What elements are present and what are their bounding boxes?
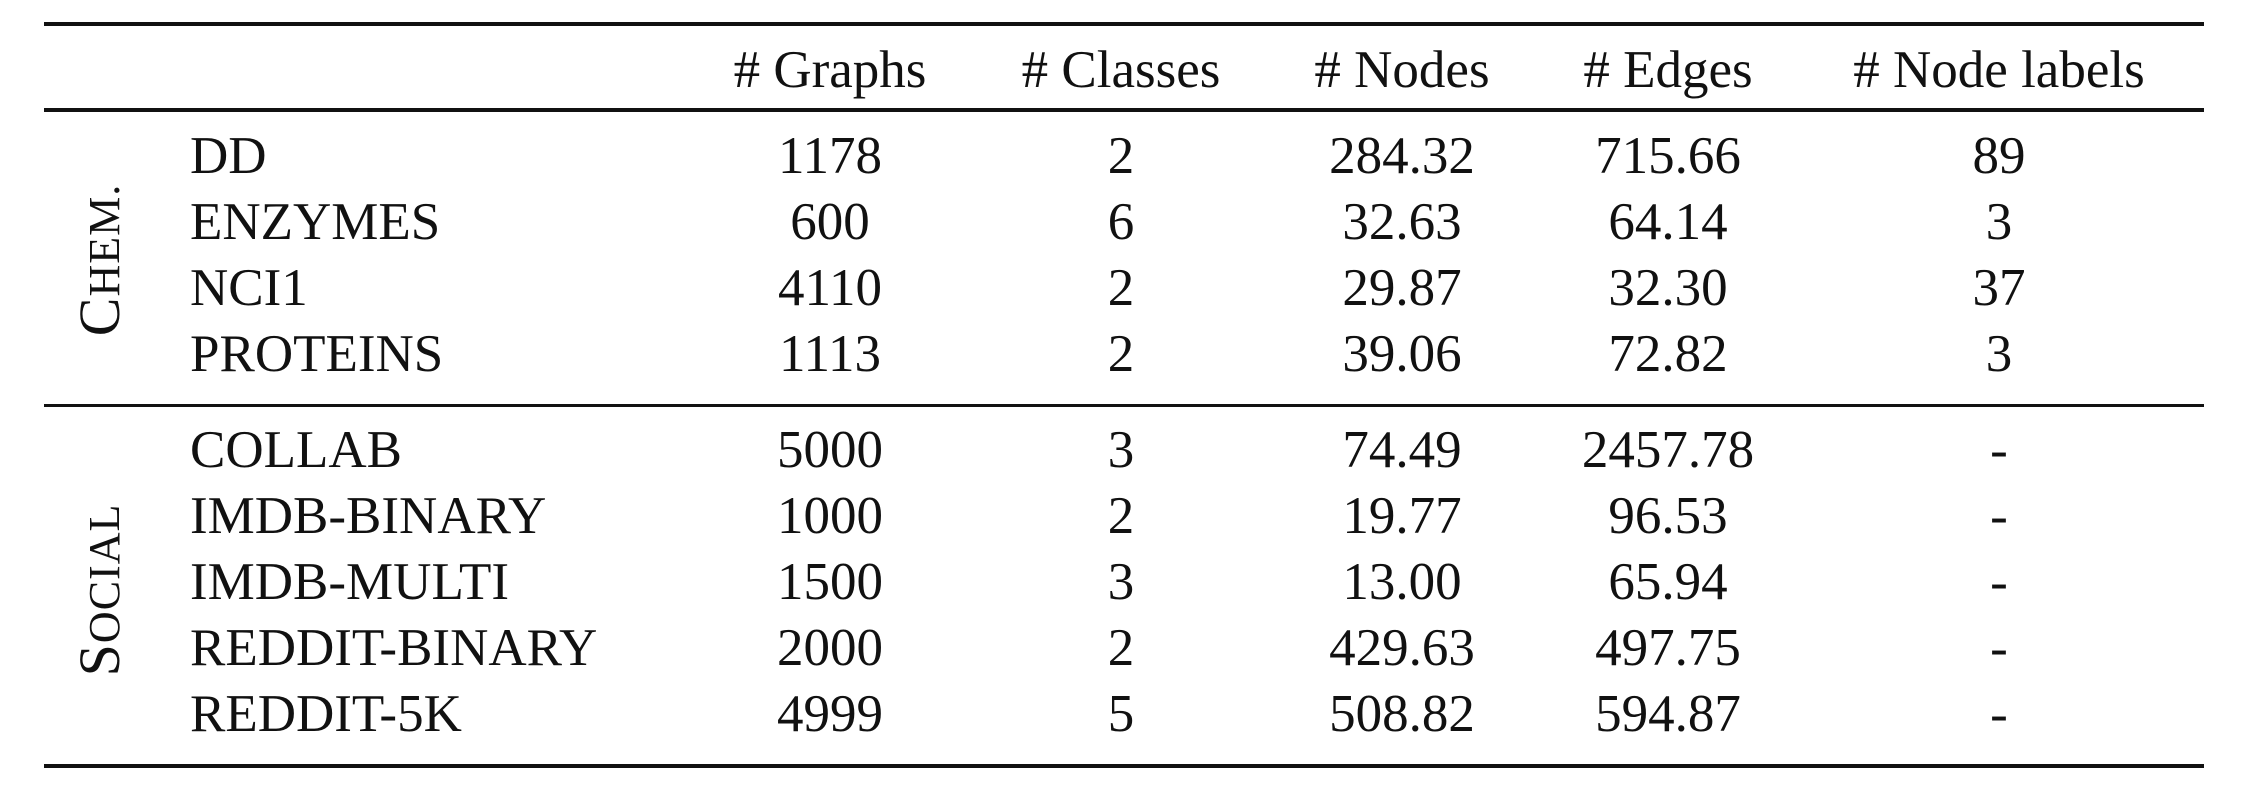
row-dataset-name: IMDB-BINARY — [190, 487, 547, 545]
cell-edges: 715.66 — [1595, 127, 1741, 185]
cell-classes: 3 — [1107, 421, 1135, 479]
cell-node-labels: - — [1990, 619, 2008, 677]
header-node-labels: # Node labels — [1853, 41, 2145, 99]
cell-graphs: 4110 — [777, 259, 883, 317]
cell-graphs: 5000 — [777, 421, 883, 479]
header-classes: # Classes — [1021, 41, 1221, 99]
top-rule — [44, 22, 2204, 26]
cell-nodes: 74.49 — [1342, 421, 1462, 479]
cell-edges: 72.82 — [1608, 325, 1728, 383]
cell-nodes: 508.82 — [1329, 685, 1475, 743]
header-graphs: # Graphs — [733, 41, 927, 99]
cell-nodes: 32.63 — [1342, 193, 1462, 251]
row-dataset-name: PROTEINS — [190, 325, 444, 383]
cell-nodes: 429.63 — [1329, 619, 1475, 677]
cell-graphs: 1113 — [778, 325, 882, 383]
cell-classes: 2 — [1107, 619, 1135, 677]
cell-graphs: 2000 — [777, 619, 883, 677]
cell-edges: 594.87 — [1595, 685, 1741, 743]
cell-node-labels: - — [1990, 421, 2008, 479]
header-rule — [44, 108, 2204, 112]
cell-nodes: 29.87 — [1342, 259, 1462, 317]
group-label-chem: CHEM. — [67, 183, 132, 337]
cell-classes: 2 — [1107, 487, 1135, 545]
row-dataset-name: NCI1 — [190, 259, 308, 317]
cell-node-labels: 89 — [1972, 127, 2026, 185]
cell-node-labels: - — [1990, 553, 2008, 611]
cell-edges: 65.94 — [1608, 553, 1728, 611]
header-nodes: # Nodes — [1314, 41, 1490, 99]
cell-node-labels: 3 — [1985, 193, 2013, 251]
cell-nodes: 19.77 — [1342, 487, 1462, 545]
cell-classes: 6 — [1107, 193, 1135, 251]
group-label-social: SOCIAL — [67, 503, 132, 677]
row-dataset-name: REDDIT-5K — [190, 685, 462, 743]
group-separator-rule — [44, 404, 2204, 407]
cell-graphs: 4999 — [777, 685, 883, 743]
cell-nodes: 39.06 — [1342, 325, 1462, 383]
header-edges: # Edges — [1583, 41, 1753, 99]
cell-node-labels: - — [1990, 487, 2008, 545]
bottom-rule — [44, 764, 2204, 768]
cell-node-labels: - — [1990, 685, 2008, 743]
row-dataset-name: REDDIT-BINARY — [190, 619, 598, 677]
cell-edges: 2457.78 — [1581, 421, 1755, 479]
cell-graphs: 1500 — [777, 553, 883, 611]
row-dataset-name: DD — [190, 127, 267, 185]
cell-nodes: 13.00 — [1342, 553, 1462, 611]
cell-classes: 2 — [1107, 127, 1135, 185]
cell-edges: 32.30 — [1608, 259, 1728, 317]
cell-classes: 5 — [1107, 685, 1135, 743]
cell-edges: 96.53 — [1608, 487, 1728, 545]
cell-edges: 64.14 — [1608, 193, 1728, 251]
cell-graphs: 600 — [790, 193, 870, 251]
cell-graphs: 1000 — [777, 487, 883, 545]
cell-node-labels: 37 — [1972, 259, 2026, 317]
row-dataset-name: COLLAB — [190, 421, 402, 479]
cell-graphs: 1178 — [777, 127, 883, 185]
cell-node-labels: 3 — [1985, 325, 2013, 383]
cell-edges: 497.75 — [1595, 619, 1741, 677]
row-dataset-name: IMDB-MULTI — [190, 553, 509, 611]
cell-classes: 3 — [1107, 553, 1135, 611]
cell-classes: 2 — [1107, 325, 1135, 383]
cell-nodes: 284.32 — [1329, 127, 1475, 185]
row-dataset-name: ENZYMES — [190, 193, 441, 251]
cell-classes: 2 — [1107, 259, 1135, 317]
